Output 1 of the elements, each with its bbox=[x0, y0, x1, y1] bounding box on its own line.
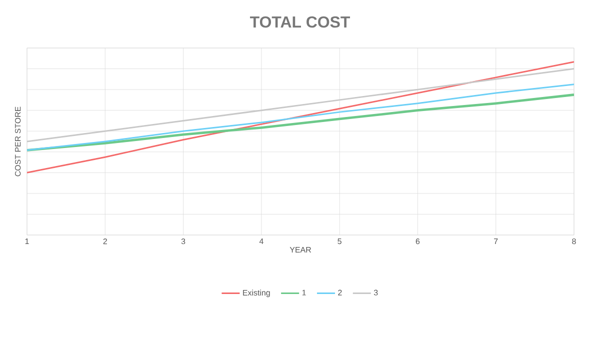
chart-title: TOTAL COST bbox=[250, 16, 350, 28]
